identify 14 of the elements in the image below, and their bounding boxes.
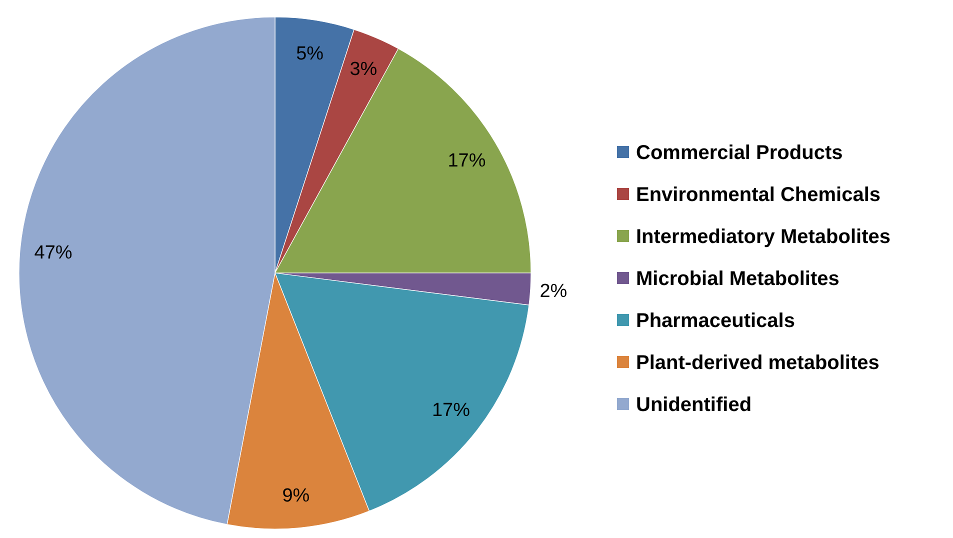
- data-label: 5%: [296, 44, 324, 65]
- data-label: 17%: [432, 400, 470, 422]
- legend-label: Plant-derived metabolites: [636, 352, 880, 374]
- data-label: 17%: [448, 150, 486, 172]
- data-label: 9%: [282, 485, 310, 506]
- data-label: 47%: [34, 242, 72, 264]
- legend-label: Commercial Products: [636, 142, 843, 164]
- legend-label: Intermediatory Metabolites: [636, 226, 891, 248]
- legend-label: Unidentified: [636, 394, 752, 416]
- legend-label: Microbial Metabolites: [636, 268, 840, 290]
- legend-label: Environmental Chemicals: [636, 184, 881, 206]
- legend-label: Pharmaceuticals: [636, 310, 795, 332]
- data-label: 3%: [350, 59, 378, 80]
- data-label: 2%: [540, 281, 568, 302]
